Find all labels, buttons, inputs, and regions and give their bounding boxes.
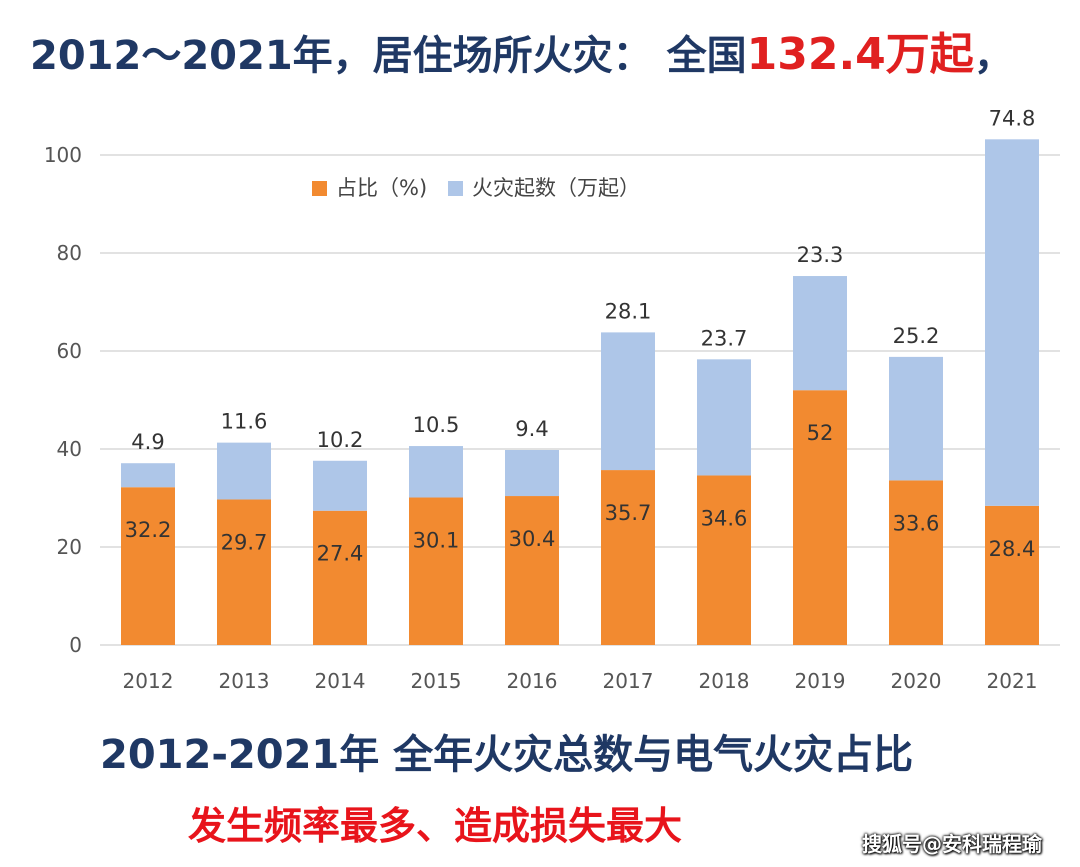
headline-suffix: ， <box>973 33 1014 79</box>
data-label-fires: 9.4 <box>515 417 548 441</box>
data-label-fires: 4.9 <box>131 430 164 454</box>
headline: 2012～2021年，居住场所火灾： 全国132.4万起， <box>30 18 1070 82</box>
x-tick-label: 2014 <box>315 669 366 693</box>
data-label-share: 35.7 <box>605 501 652 525</box>
bar-segment-share <box>505 496 559 645</box>
y-tick-label: 80 <box>57 241 82 265</box>
y-tick-label: 20 <box>57 535 82 559</box>
data-label-share: 27.4 <box>317 542 364 566</box>
y-tick-label: 60 <box>57 339 82 363</box>
bar-segment-share <box>217 499 271 645</box>
data-label-share: 30.4 <box>509 527 556 551</box>
data-label-share: 28.4 <box>989 537 1036 561</box>
bar-segment-share <box>697 475 751 645</box>
data-label-share: 29.7 <box>221 530 268 554</box>
x-tick-label: 2013 <box>219 669 270 693</box>
data-label-share: 34.6 <box>701 506 748 530</box>
bar-segment-fires <box>985 139 1039 506</box>
legend-swatch <box>448 181 463 196</box>
x-tick-label: 2020 <box>891 669 942 693</box>
chart-tagline: 发生频率最多、造成损失最大 <box>188 804 683 848</box>
data-label-fires: 23.3 <box>797 243 844 267</box>
bar-segment-fires <box>793 276 847 391</box>
y-tick-label: 0 <box>69 633 82 657</box>
watermark: 搜狐号@安科瑞程瑜 <box>862 832 1042 856</box>
x-tick-label: 2016 <box>507 669 558 693</box>
data-label-fires: 11.6 <box>221 410 268 434</box>
y-tick-label: 40 <box>57 437 82 461</box>
headline-highlight: 132.4万起 <box>746 29 974 80</box>
bar-segment-fires <box>697 359 751 476</box>
bar-segment-fires <box>217 442 271 500</box>
bar-segment-fires <box>505 449 559 497</box>
bar-segment-share <box>601 470 655 645</box>
legend-label: 火灾起数（万起） <box>472 176 640 200</box>
bar-segment-share <box>793 390 847 645</box>
bar-segment-share <box>409 497 463 645</box>
x-tick-label: 2019 <box>795 669 846 693</box>
bar-segment-fires <box>409 446 463 498</box>
data-label-fires: 10.5 <box>413 413 460 437</box>
data-label-fires: 10.2 <box>317 428 364 452</box>
legend-label: 占比（%) <box>336 176 427 200</box>
bar-segment-share <box>889 480 943 645</box>
legend-swatch <box>312 181 327 196</box>
x-tick-label: 2018 <box>699 669 750 693</box>
data-label-share: 30.1 <box>413 529 460 553</box>
bar-segment-share <box>313 510 367 645</box>
bar-segment-fires <box>313 460 367 511</box>
data-label-share: 33.6 <box>893 511 940 535</box>
x-tick-label: 2015 <box>411 669 462 693</box>
y-tick-label: 100 <box>44 143 82 167</box>
data-label-fires: 25.2 <box>893 324 940 348</box>
data-label-fires: 28.1 <box>605 299 652 323</box>
chart-subtitle: 2012-2021年 全年火灾总数与电气火灾占比 <box>100 732 914 778</box>
bar-segment-share <box>985 505 1039 645</box>
bar-segment-fires <box>601 332 655 471</box>
data-label-share: 32.2 <box>125 518 172 542</box>
data-label-fires: 74.8 <box>989 106 1036 130</box>
stacked-bar-chart: 0 20 40 60 80 100 32.2 4.9 2012 29.7 11.6 2013 27.4 1… <box>44 106 1060 693</box>
bar-segment-share <box>121 487 175 645</box>
x-tick-label: 2012 <box>123 669 174 693</box>
x-tick-label: 2021 <box>987 669 1038 693</box>
headline-prefix: 2012～2021年，居住场所火灾： 全国 <box>30 33 747 79</box>
x-tick-label: 2017 <box>603 669 654 693</box>
chart-area: 0 20 40 60 80 100 32.2 4.9 2012 29.7 11.6 2013 27.4 1… <box>0 90 1080 710</box>
bar-segment-fires <box>121 463 175 488</box>
bar-segment-fires <box>889 356 943 481</box>
data-label-fires: 23.7 <box>701 326 748 350</box>
data-label-share: 52 <box>807 421 834 445</box>
